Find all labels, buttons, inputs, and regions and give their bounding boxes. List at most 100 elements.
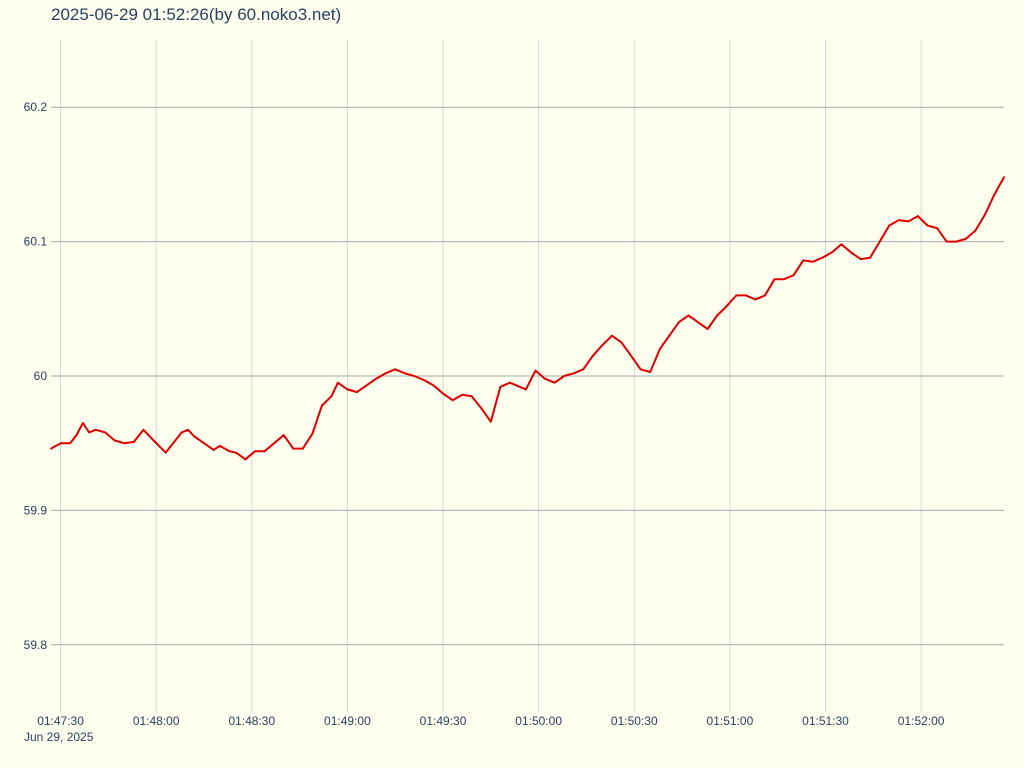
data-point bbox=[601, 344, 604, 346]
data-point bbox=[88, 431, 91, 434]
x-tick-label: 01:48:00 bbox=[133, 714, 180, 728]
data-point bbox=[384, 372, 387, 375]
data-point bbox=[451, 399, 454, 402]
data-point bbox=[764, 294, 766, 297]
data-point bbox=[725, 305, 728, 308]
data-point bbox=[193, 435, 196, 438]
data-point bbox=[716, 314, 719, 317]
data-point bbox=[94, 428, 97, 431]
data-point bbox=[821, 256, 824, 259]
data-point bbox=[375, 377, 378, 380]
data-point bbox=[180, 431, 183, 434]
data-point bbox=[515, 384, 518, 387]
data-point bbox=[658, 348, 661, 351]
data-point bbox=[792, 274, 795, 277]
data-point bbox=[282, 434, 285, 437]
y-tick-label: 59.8 bbox=[24, 638, 48, 652]
x-tick-label: 01:52:00 bbox=[898, 714, 945, 728]
data-point bbox=[553, 381, 556, 384]
data-point bbox=[142, 428, 145, 431]
x-date-label: Jun 29, 2025 bbox=[24, 730, 94, 744]
data-point bbox=[639, 368, 642, 371]
data-point bbox=[811, 260, 814, 263]
data-point bbox=[974, 229, 977, 232]
data-point bbox=[611, 334, 613, 337]
data-point bbox=[123, 442, 126, 445]
data-point bbox=[1003, 176, 1005, 178]
data-point bbox=[945, 240, 948, 243]
data-point bbox=[907, 220, 910, 223]
data-point bbox=[926, 224, 929, 227]
data-point bbox=[50, 447, 52, 450]
data-point bbox=[263, 450, 266, 453]
data-point bbox=[888, 224, 891, 227]
data-point bbox=[219, 444, 221, 447]
data-point bbox=[470, 395, 473, 398]
data-point bbox=[321, 404, 323, 407]
data-point bbox=[869, 256, 872, 259]
data-point bbox=[212, 449, 215, 451]
data-point bbox=[630, 354, 632, 357]
data-point bbox=[442, 392, 444, 395]
x-tick-label: 01:51:00 bbox=[707, 714, 754, 728]
data-point bbox=[897, 219, 900, 221]
data-point bbox=[591, 354, 594, 357]
data-point bbox=[582, 368, 585, 371]
data-point bbox=[735, 294, 738, 297]
data-point bbox=[620, 341, 623, 344]
data-point bbox=[489, 420, 492, 423]
data-point bbox=[964, 238, 967, 240]
data-point bbox=[668, 334, 671, 337]
data-point bbox=[649, 371, 652, 373]
y-tick-label: 60.2 bbox=[24, 100, 48, 114]
data-point bbox=[81, 422, 84, 424]
data-point bbox=[234, 451, 237, 454]
data-point bbox=[356, 391, 358, 394]
chart-title: 2025-06-29 01:52:26(by 60.noko3.net) bbox=[51, 5, 342, 24]
data-point bbox=[413, 375, 416, 377]
x-tick-label: 01:51:30 bbox=[802, 714, 849, 728]
data-point bbox=[330, 395, 333, 398]
data-point bbox=[254, 450, 256, 453]
data-point bbox=[174, 439, 177, 442]
data-point bbox=[394, 368, 397, 371]
data-point bbox=[534, 369, 537, 372]
x-tick-label: 01:49:30 bbox=[420, 714, 467, 728]
y-tick-label: 59.9 bbox=[24, 503, 48, 517]
data-point bbox=[525, 388, 527, 391]
data-point bbox=[203, 442, 205, 445]
data-point bbox=[850, 251, 852, 254]
data-point bbox=[273, 442, 276, 445]
data-point bbox=[509, 381, 511, 384]
data-point bbox=[311, 432, 314, 435]
x-tick-label: 01:48:30 bbox=[228, 714, 275, 728]
data-point bbox=[563, 375, 566, 377]
data-point bbox=[432, 384, 435, 387]
data-point bbox=[164, 451, 167, 454]
data-point bbox=[936, 227, 938, 230]
data-point bbox=[104, 431, 107, 434]
data-point bbox=[75, 434, 78, 437]
data-point bbox=[544, 377, 546, 380]
data-point bbox=[480, 407, 483, 410]
data-point bbox=[346, 388, 349, 391]
data-point bbox=[292, 447, 295, 450]
data-point bbox=[155, 442, 158, 445]
data-point bbox=[802, 259, 805, 262]
data-point bbox=[365, 384, 368, 387]
data-point bbox=[840, 243, 843, 246]
data-point bbox=[773, 278, 776, 281]
data-point bbox=[783, 278, 785, 281]
series-line bbox=[50, 176, 1005, 461]
data-point bbox=[993, 193, 996, 196]
data-point bbox=[69, 442, 72, 445]
data-point bbox=[917, 215, 919, 217]
data-point bbox=[697, 321, 699, 324]
y-tick-label: 60.1 bbox=[24, 235, 48, 249]
x-tick-label: 01:49:00 bbox=[324, 714, 371, 728]
data-point bbox=[572, 372, 575, 375]
x-tick-label: 01:50:00 bbox=[515, 714, 562, 728]
data-point bbox=[499, 385, 502, 388]
